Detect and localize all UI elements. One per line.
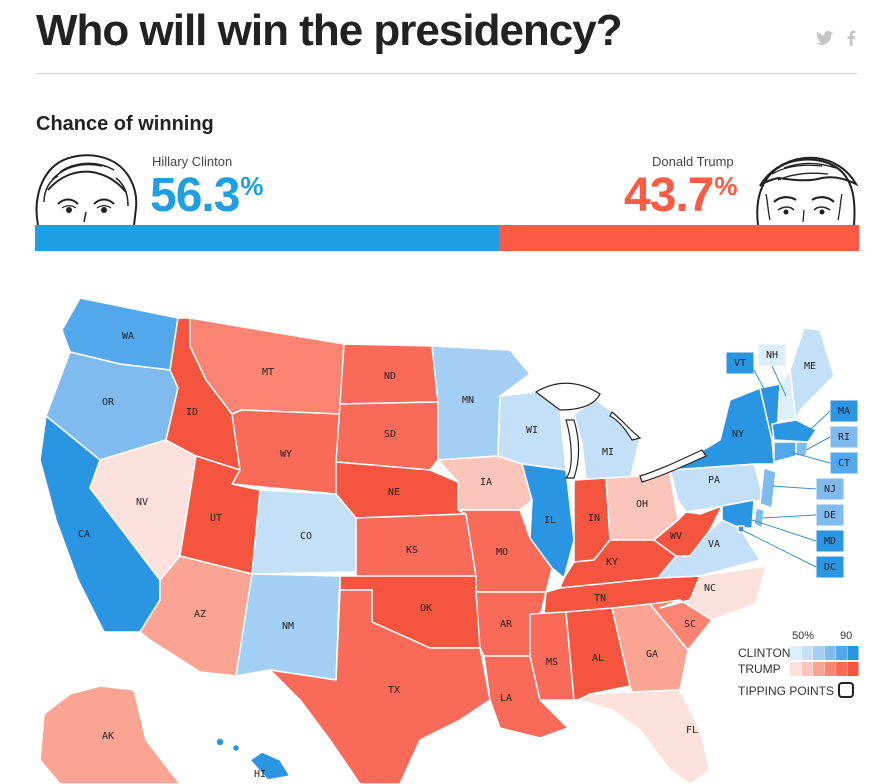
legend-swatch <box>790 646 801 660</box>
state-me[interactable] <box>789 327 835 421</box>
state-ct[interactable] <box>773 441 797 463</box>
state-tx[interactable] <box>269 589 491 784</box>
legend-swatch <box>847 646 859 660</box>
legend-clinton: CLINTON <box>738 646 791 660</box>
trump-pct: 43.7% <box>624 169 738 222</box>
state-nd[interactable] <box>339 343 439 405</box>
clinton-pct: 56.3% <box>150 169 264 222</box>
state-ak[interactable] <box>39 685 181 784</box>
state-nj[interactable] <box>759 467 777 509</box>
tipping-point-marker-icon <box>838 682 854 698</box>
state-nc[interactable] <box>659 565 767 621</box>
legend-swatch <box>790 662 801 676</box>
state-box-vt[interactable] <box>725 351 755 375</box>
state-box-nh[interactable] <box>757 343 787 367</box>
great-lakes <box>534 382 707 483</box>
state-il[interactable] <box>521 463 575 579</box>
trump-probability-bar <box>498 225 859 251</box>
legend-swatch <box>801 646 813 660</box>
legend-high: 90 <box>840 630 853 642</box>
legend-swatch <box>813 662 824 676</box>
state-ms[interactable] <box>529 611 575 701</box>
state-mi[interactable] <box>573 399 641 481</box>
legend-swatch <box>836 662 847 676</box>
chance-heading: Chance of winning <box>36 113 214 135</box>
state-wy[interactable] <box>231 409 341 495</box>
clinton-name: Hillary Clinton <box>152 154 233 169</box>
state-box-ri[interactable] <box>829 425 859 449</box>
state-box-ct[interactable] <box>829 451 859 475</box>
callout-leader-lines <box>741 365 831 568</box>
state-box-ma[interactable] <box>829 399 859 423</box>
state-hi-islet <box>215 737 225 747</box>
legend-tipping-points: TIPPING POINTS <box>738 684 835 698</box>
state-box-nj[interactable] <box>815 477 845 501</box>
header-divider <box>36 73 858 74</box>
state-ks[interactable] <box>355 513 477 579</box>
state-box-md[interactable] <box>815 529 845 553</box>
trump-portrait-icon <box>756 156 859 226</box>
legend-low: 50% <box>792 630 815 642</box>
state-box-dc[interactable] <box>815 555 845 579</box>
legend-swatch <box>824 646 836 660</box>
legend-color-scale <box>790 646 859 676</box>
clinton-portrait-icon <box>35 154 138 226</box>
facebook-icon[interactable] <box>846 30 856 51</box>
legend-trump: TRUMP <box>738 662 781 676</box>
trump-name: Donald Trump <box>652 154 734 169</box>
state-hi-islet <box>231 743 241 753</box>
legend-swatch <box>801 662 813 676</box>
page-title: Who will win the presidency? <box>36 6 623 55</box>
state-box-de[interactable] <box>815 503 845 527</box>
state-ma[interactable] <box>771 419 817 443</box>
state-md[interactable] <box>721 499 755 529</box>
legend-swatch <box>813 646 824 660</box>
legend-swatch <box>824 662 836 676</box>
state-sd[interactable] <box>335 401 439 471</box>
clinton-probability-bar <box>35 225 499 251</box>
state-hi[interactable] <box>249 751 291 781</box>
legend-swatch <box>847 662 859 676</box>
legend-swatch <box>836 646 847 660</box>
state-fl[interactable] <box>577 689 711 784</box>
state-nm[interactable] <box>235 573 341 681</box>
twitter-icon[interactable] <box>816 30 834 51</box>
